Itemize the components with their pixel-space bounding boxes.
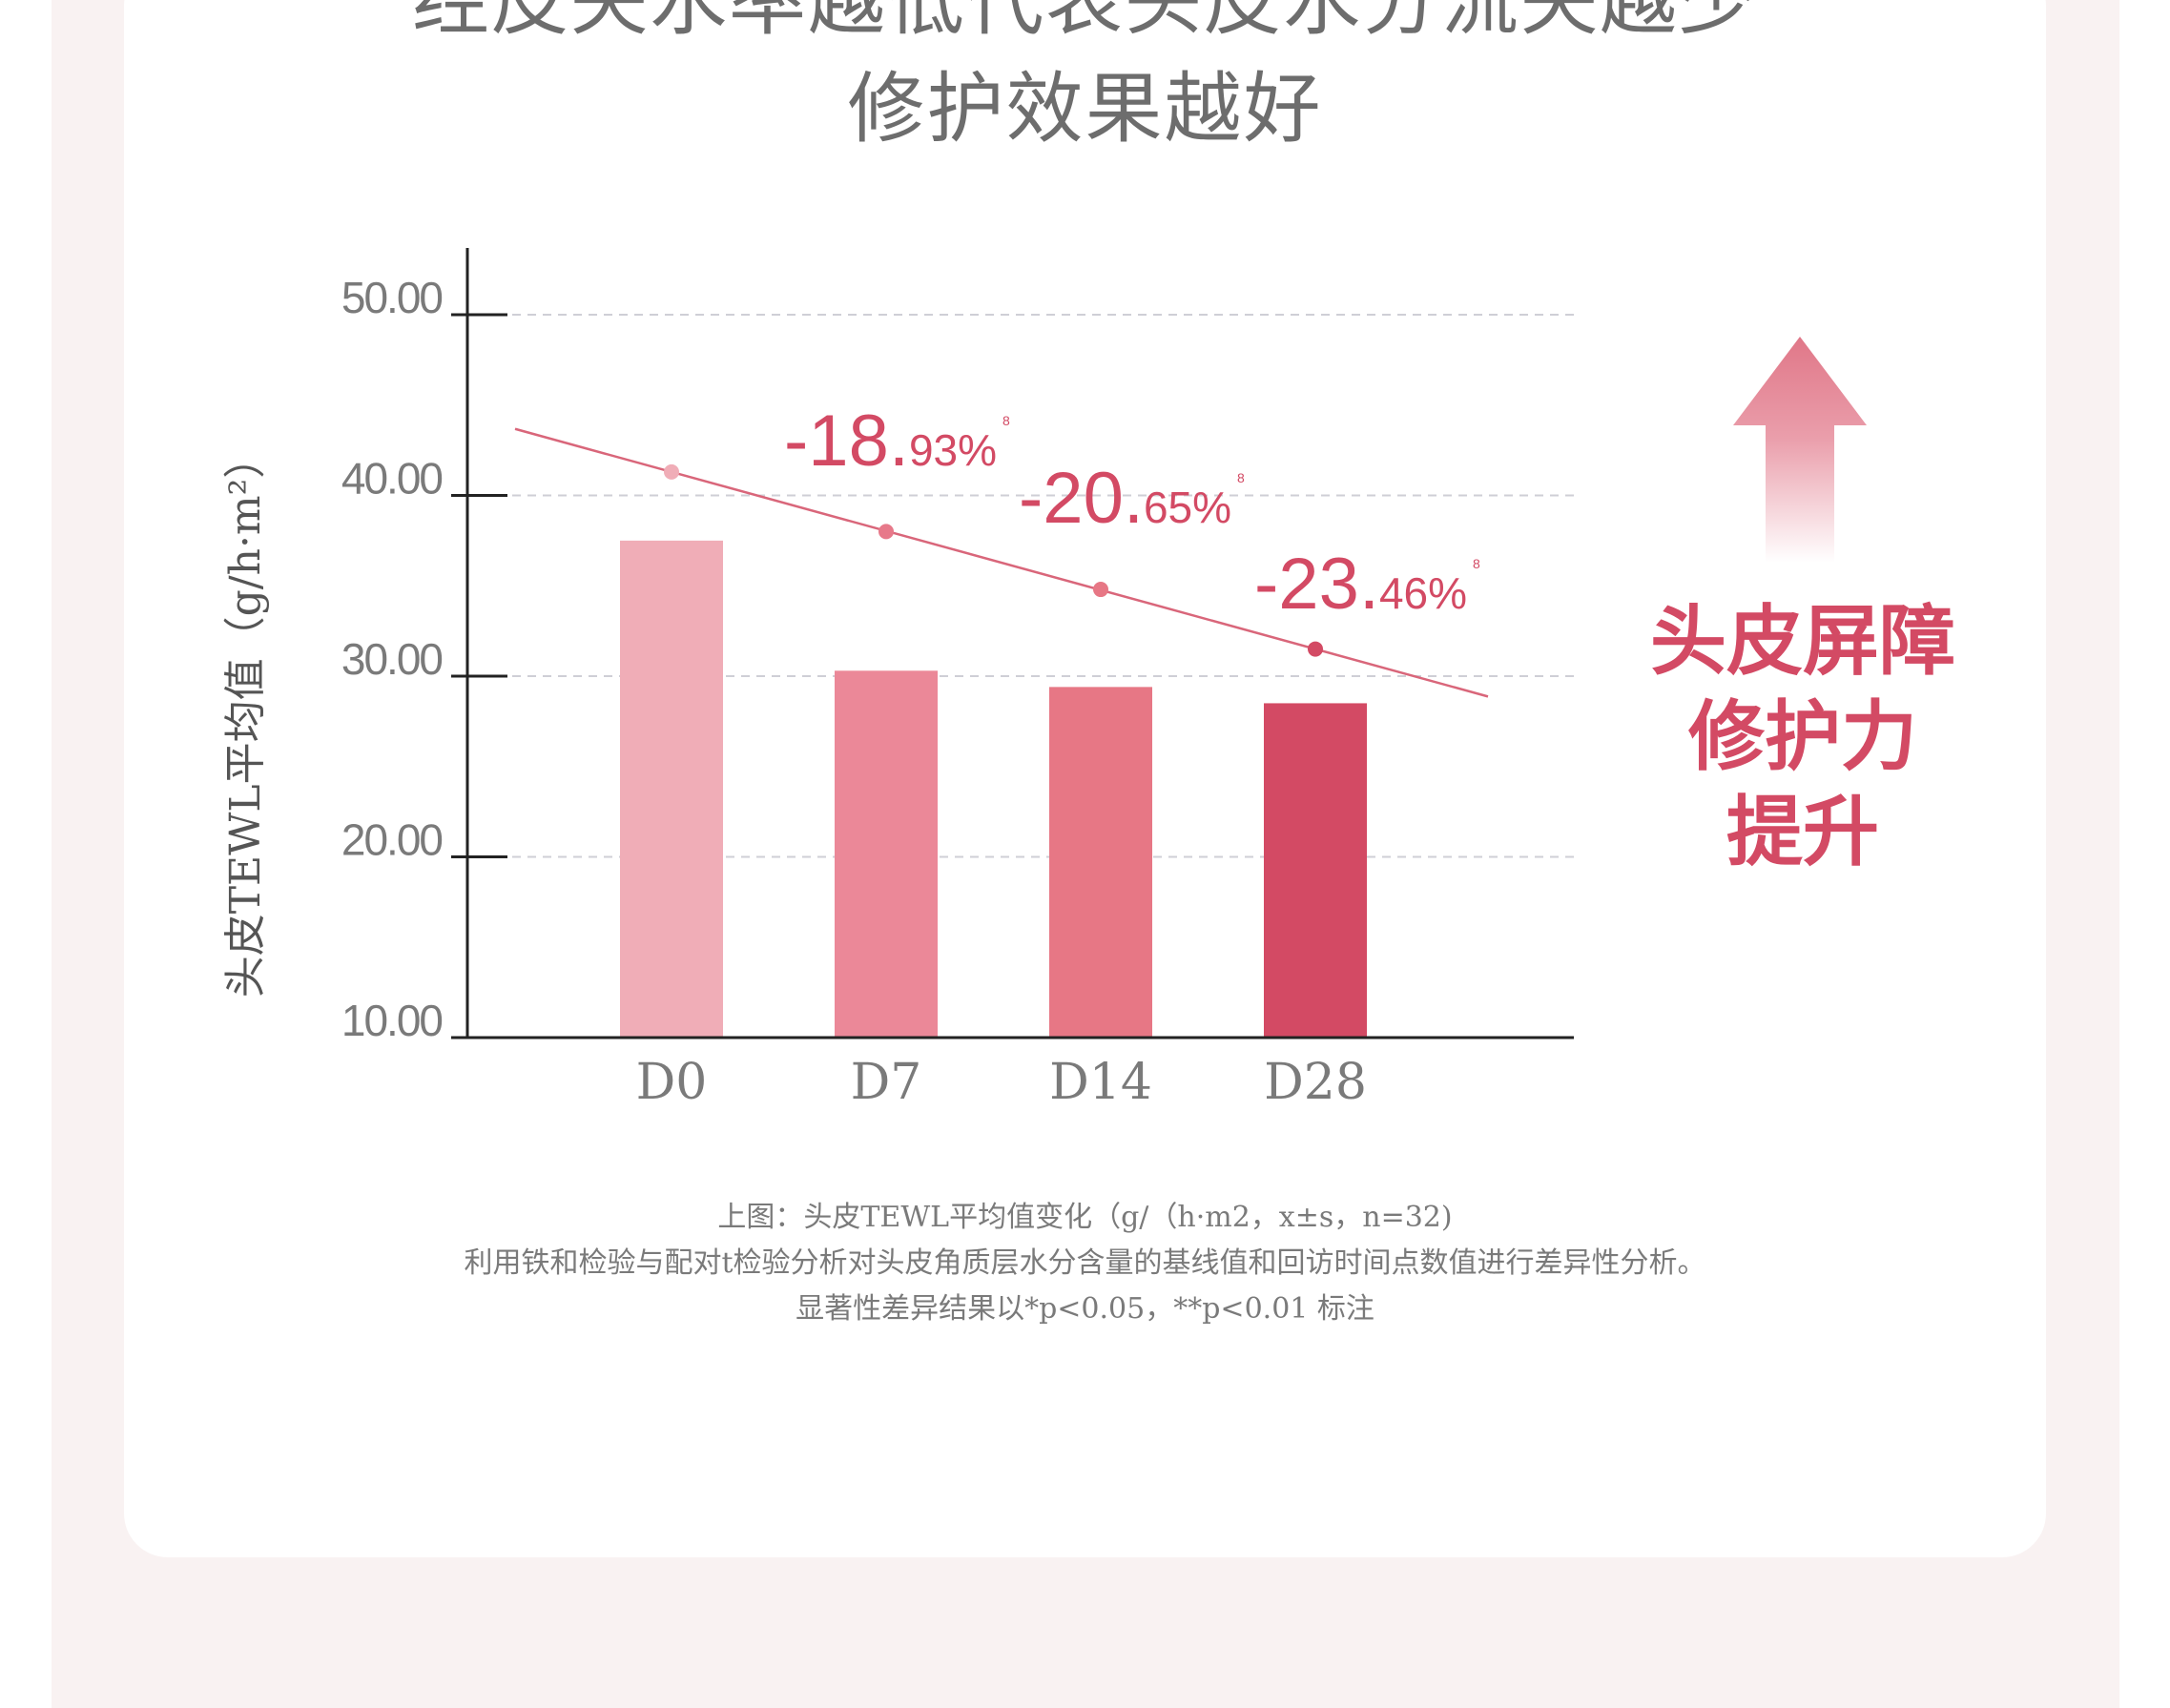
labels: 10.00 20.00 30.00 40.00 50.00 D0 D7 D14 D28 头皮TEW… bbox=[221, 273, 1480, 1111]
tewl-bar-chart: 10.00 20.00 30.00 40.00 50.00 D0 D7 D14 D28 头皮TEW… bbox=[221, 248, 1867, 1111]
claim-line-3: 提升 bbox=[1726, 788, 1879, 876]
x-tick-label: D7 bbox=[851, 1054, 922, 1111]
x-tick-label: D0 bbox=[636, 1054, 708, 1111]
y-tick-label: 40.00 bbox=[341, 454, 443, 504]
trend-point bbox=[1093, 582, 1108, 598]
footnote-line-2: 利用铁和检验与配对t检验分析对头皮角质层水分含量的基线值和回访时间点数值进行差异… bbox=[464, 1246, 1706, 1280]
bar-d0 bbox=[620, 540, 723, 1038]
footnote-line-3: 显著性差异结果以*p<0.05，**p<0.01 标注 bbox=[796, 1292, 1374, 1326]
headline-line-2: 修护效果越好 bbox=[847, 65, 1323, 154]
y-axis-title: 头皮TEWL平均值（g/h·m²） bbox=[221, 437, 270, 998]
footnote-line-1: 上图：头皮TEWL平均值变化（g/（h·m2，x±s，n=32) bbox=[717, 1201, 1453, 1234]
bar-d28 bbox=[1264, 703, 1367, 1038]
y-tick-label: 50.00 bbox=[341, 273, 443, 322]
trend-point bbox=[1308, 641, 1323, 657]
bars bbox=[620, 540, 1367, 1038]
bar-d14 bbox=[1049, 687, 1152, 1038]
headline-line-1: 经皮失水率越低代表头皮水分流失越少 bbox=[411, 0, 1758, 47]
y-tick-label: 20.00 bbox=[341, 815, 443, 865]
y-tick-label: 10.00 bbox=[341, 996, 443, 1045]
x-tick-label: D28 bbox=[1264, 1054, 1367, 1111]
claim-line-1: 头皮屏障 bbox=[1650, 597, 1955, 686]
y-tick-label: 30.00 bbox=[341, 634, 443, 684]
trend-point bbox=[878, 524, 894, 540]
x-tick-label: D14 bbox=[1049, 1054, 1152, 1111]
trend-point bbox=[664, 463, 679, 480]
percent-annotation: -20.65%8 bbox=[1019, 458, 1245, 539]
trend-line bbox=[514, 427, 1489, 698]
claim-line-2: 修护力 bbox=[1688, 692, 1917, 781]
percent-annotation: -23.46%8 bbox=[1254, 544, 1480, 625]
axes bbox=[451, 248, 1574, 1039]
percent-annotation: -18.93%8 bbox=[784, 401, 1010, 482]
up-arrow-icon bbox=[1733, 337, 1867, 563]
bar-d7 bbox=[835, 670, 938, 1038]
